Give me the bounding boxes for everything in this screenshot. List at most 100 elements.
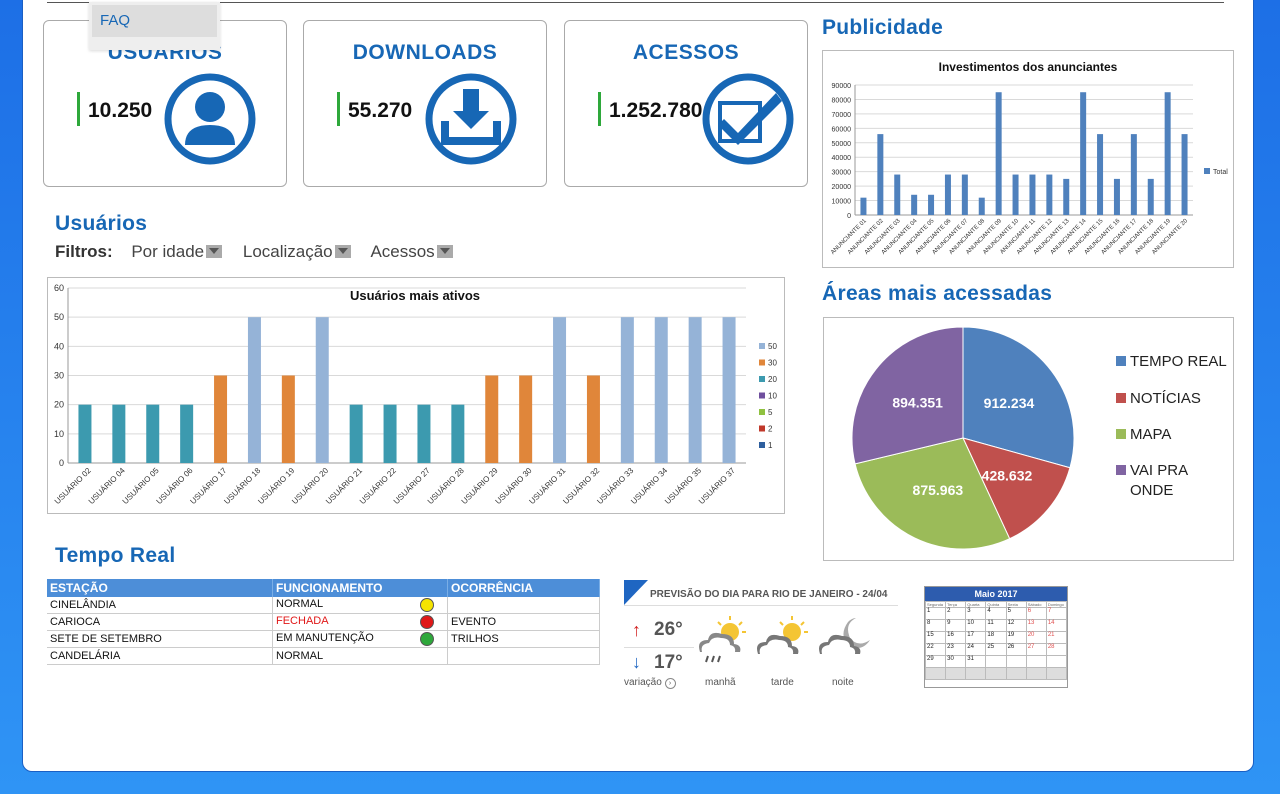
legend-label: TEMPO REAL: [1130, 353, 1227, 370]
chevron-down-icon[interactable]: [334, 245, 351, 259]
calendar-day[interactable]: 10: [965, 619, 987, 632]
calendar-day[interactable]: 20: [1025, 631, 1047, 644]
y-tick-label: 10000: [832, 199, 852, 206]
calendar-day[interactable]: 19: [1005, 631, 1027, 644]
calendar-day[interactable]: 31: [965, 655, 987, 668]
y-tick-label: 10: [54, 429, 64, 439]
cell-funcionamento: NORMAL: [272, 597, 448, 614]
chart-title: Usuários mais ativos: [350, 288, 480, 303]
stat-value: 55.270: [348, 99, 413, 122]
filter-por-idade[interactable]: Por idade: [131, 242, 223, 261]
table-row: CINELÂNDIA NORMAL: [47, 597, 600, 614]
legend-swatch: [1116, 356, 1126, 366]
calendar-day[interactable]: 3: [965, 607, 987, 620]
calendar-day[interactable]: 5: [1005, 607, 1027, 620]
calendar-day[interactable]: [965, 667, 987, 680]
cell-funcionamento: FECHADA: [272, 613, 448, 631]
calendar-day[interactable]: [1005, 667, 1027, 680]
arrow-up-icon: ↑: [632, 620, 641, 640]
divider: [624, 647, 694, 648]
bar: [180, 404, 194, 463]
calendar-day[interactable]: 28: [1045, 643, 1067, 656]
calendar-day[interactable]: [1045, 667, 1067, 680]
bar: [112, 404, 126, 463]
arrow-down-icon: ↓: [632, 652, 641, 672]
calendar-day[interactable]: 25: [985, 643, 1007, 656]
calendar-day[interactable]: 15: [925, 631, 947, 644]
calendar-day[interactable]: 18: [985, 631, 1007, 644]
filter-acessos[interactable]: Acessos: [370, 242, 453, 261]
calendar-day[interactable]: 21: [1045, 631, 1067, 644]
pie-slice: [851, 326, 964, 465]
calendar-day[interactable]: 9: [945, 619, 967, 632]
calendar-day[interactable]: 24: [965, 643, 987, 656]
arrow-right-icon: ›: [664, 678, 676, 689]
bar: [1130, 134, 1137, 215]
y-tick-label: 80000: [832, 97, 852, 104]
calendar-day[interactable]: 23: [945, 643, 967, 656]
legend-label: 30: [768, 359, 777, 368]
divider: [47, 2, 1224, 3]
bar: [877, 134, 884, 215]
calendar-day[interactable]: [985, 667, 1007, 680]
calendar-day[interactable]: 27: [1025, 643, 1047, 656]
calendar-day[interactable]: 13: [1025, 619, 1047, 632]
bar: [911, 194, 918, 215]
legend-swatch: [1116, 465, 1126, 475]
calendar-day[interactable]: 26: [1005, 643, 1027, 656]
chart-title: Investimentos dos anunciantes: [939, 60, 1118, 74]
y-tick-label: 40000: [832, 155, 852, 162]
calendar-day[interactable]: 14: [1045, 619, 1067, 632]
calendar-day[interactable]: [1025, 655, 1047, 668]
stat-card-acessos[interactable]: ACESSOS 1.252.780: [564, 20, 808, 187]
calendar-day[interactable]: 7: [1045, 607, 1067, 620]
calendar-day[interactable]: 4: [985, 607, 1007, 620]
users-chart: Usuários mais ativos 0 10 20 30 40 50 60 USUÁRIO…: [47, 277, 785, 514]
table-header-row: ESTAÇÃO FUNCIONAMENTO OCORRÊNCIA: [47, 579, 600, 597]
variation-label: variação: [624, 677, 662, 688]
calendar-day[interactable]: [1045, 655, 1067, 668]
y-tick-label: 30000: [832, 170, 852, 177]
calendar-day[interactable]: 6: [1025, 607, 1047, 620]
areas-chart-svg: 912.234 428.632 875.963 894.351 TEMPO REAL NO…: [851, 326, 1227, 550]
filters-label: Filtros:: [55, 242, 113, 261]
calendar-day[interactable]: 30: [945, 655, 967, 668]
legend-label: 50: [768, 342, 777, 351]
calendar-day[interactable]: 16: [945, 631, 967, 644]
y-tick-label: 30: [54, 371, 64, 381]
legend-label: VAI PRA ONDE: [1130, 462, 1188, 499]
partly-cloudy-icon: [757, 616, 808, 654]
bar: [485, 375, 499, 463]
filter-label: Acessos: [370, 242, 435, 261]
calendar-day[interactable]: [1005, 655, 1027, 668]
stat-card-downloads[interactable]: DOWNLOADS 55.270: [303, 20, 547, 187]
calendar-day[interactable]: 2: [945, 607, 967, 620]
calendar-day[interactable]: 1: [925, 607, 947, 620]
pie-value-label: 912.234: [984, 395, 1035, 411]
weather-title: PREVISÃO DO DIA PARA RIO DE JANEIRO - 24…: [650, 589, 888, 600]
calendar-day[interactable]: 29: [925, 655, 947, 668]
col-ocorrencia: OCORRÊNCIA: [447, 579, 600, 597]
download-icon: [425, 73, 517, 170]
faq-menu[interactable]: FAQ: [89, 2, 220, 50]
calendar-day[interactable]: [985, 655, 1007, 668]
calendar-day[interactable]: [945, 667, 967, 680]
y-tick-label: 60: [54, 283, 64, 293]
calendar-title: Maio 2017: [925, 587, 1067, 601]
calendar-day[interactable]: 8: [925, 619, 947, 632]
faq-menu-item[interactable]: FAQ: [92, 5, 217, 37]
chevron-down-icon[interactable]: [436, 245, 453, 259]
rain-sun-icon: [699, 616, 746, 663]
calendar-day[interactable]: 22: [925, 643, 947, 656]
calendar-day[interactable]: 12: [1005, 619, 1027, 632]
calendar-day[interactable]: 11: [985, 619, 1007, 632]
pie-slice: [962, 437, 1071, 540]
calendar-day[interactable]: [925, 667, 947, 680]
weather-accent: [624, 580, 648, 605]
chevron-down-icon[interactable]: [206, 245, 223, 259]
calendar-day[interactable]: [1025, 667, 1047, 680]
period-label: tarde: [771, 677, 794, 688]
weather-variation-link[interactable]: variação ›: [624, 677, 676, 689]
calendar-day[interactable]: 17: [965, 631, 987, 644]
filter-localizacao[interactable]: Localização: [243, 242, 351, 261]
